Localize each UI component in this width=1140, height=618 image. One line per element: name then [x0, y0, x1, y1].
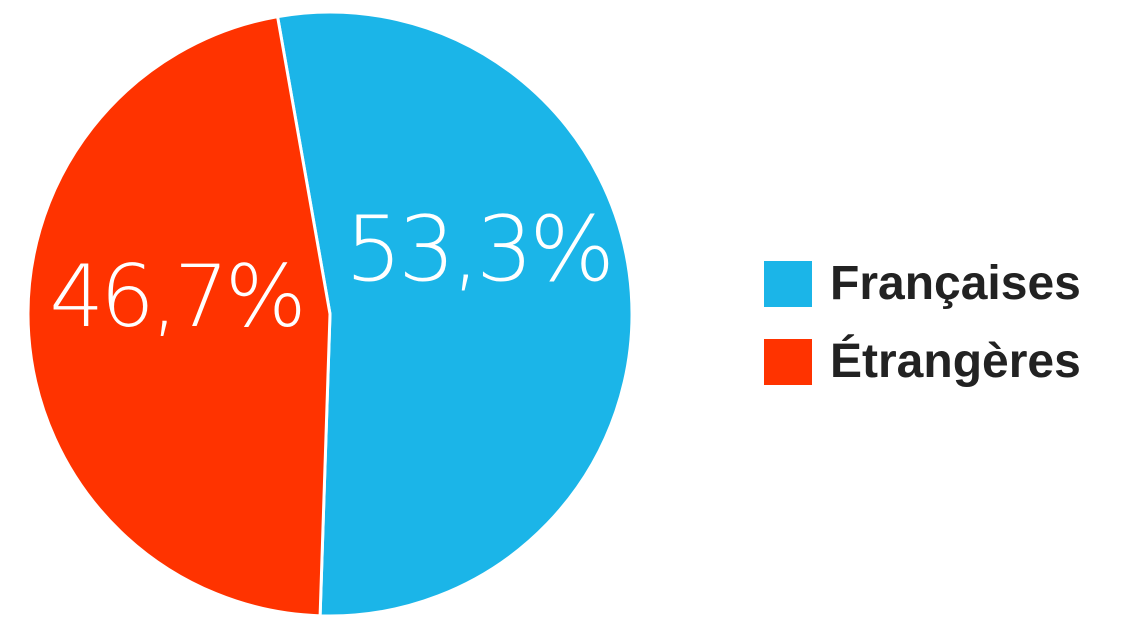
pie-labels: 53,3% 46,7%	[49, 197, 615, 347]
legend-swatch-etrangeres	[764, 339, 812, 385]
legend-item-francaises: Françaises	[764, 256, 1081, 312]
pie-label-francaises: 53,3%	[345, 197, 611, 302]
legend-item-etrangeres: Étrangères	[764, 334, 1081, 390]
legend-label-francaises: Françaises	[830, 257, 1081, 310]
legend: Françaises Étrangères	[764, 256, 1081, 412]
pie-slice-francaises	[276, 10, 634, 618]
pie-slices	[26, 10, 634, 618]
pie-label-etrangeres: 46,7%	[49, 247, 302, 347]
legend-swatch-francaises	[764, 261, 812, 307]
pie-slice-etrangeres	[26, 15, 332, 618]
legend-label-etrangeres: Étrangères	[830, 335, 1081, 388]
